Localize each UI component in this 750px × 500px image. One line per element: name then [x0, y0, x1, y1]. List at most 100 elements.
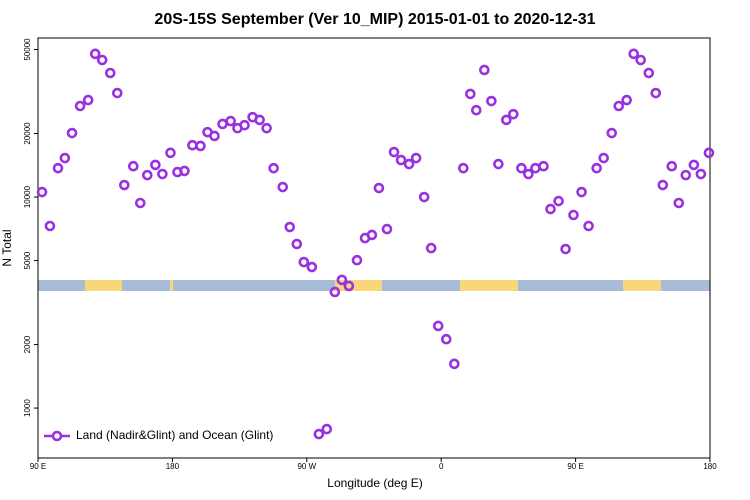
land-segment	[623, 280, 661, 291]
plot-frame	[37, 37, 711, 459]
y-tick-label: 5000	[23, 251, 32, 269]
data-point	[225, 115, 236, 127]
data-point	[553, 195, 564, 207]
x-tick-label: 90 W	[297, 462, 316, 471]
land-segment	[170, 280, 173, 291]
data-point	[508, 108, 519, 120]
y-axis-label: N Total	[0, 229, 14, 266]
data-point	[703, 147, 715, 159]
data-point	[254, 114, 265, 126]
data-point	[36, 186, 48, 198]
data-point	[465, 88, 476, 100]
land-segment	[460, 280, 518, 291]
data-point	[493, 158, 504, 170]
data-point	[268, 162, 279, 174]
y-tick-label: 10000	[23, 185, 32, 208]
data-point	[613, 100, 625, 112]
x-tick-label: 0	[439, 462, 444, 471]
data-point	[351, 254, 363, 266]
data-point	[44, 220, 56, 232]
data-point	[187, 139, 198, 151]
data-point	[425, 242, 437, 254]
data-point	[157, 168, 168, 180]
data-point	[89, 48, 101, 60]
data-point	[66, 127, 78, 139]
data-point	[388, 146, 400, 158]
data-point	[621, 94, 632, 106]
data-point	[329, 286, 341, 298]
legend-marker	[51, 430, 63, 442]
data-point	[104, 67, 116, 79]
data-point	[395, 154, 407, 166]
y-tick-label: 20000	[23, 122, 32, 145]
data-point	[343, 280, 355, 292]
data-point	[74, 100, 86, 112]
x-tick-label: 90 E	[30, 462, 46, 471]
data-point	[306, 261, 318, 273]
data-point	[239, 119, 250, 131]
data-point	[298, 256, 310, 268]
data-point	[418, 191, 430, 203]
data-point	[486, 95, 497, 107]
data-point	[666, 160, 678, 172]
data-point	[403, 158, 415, 170]
data-point	[538, 160, 549, 172]
data-point	[209, 130, 220, 142]
data-point	[470, 104, 482, 116]
y-tick-label: 50000	[23, 38, 32, 61]
data-point	[635, 54, 647, 66]
data-point	[650, 87, 662, 99]
data-point	[82, 94, 94, 106]
data-point	[440, 333, 452, 345]
data-point	[195, 140, 206, 152]
data-point	[284, 221, 296, 233]
data-point	[545, 203, 556, 215]
data-point	[366, 229, 378, 241]
data-point	[277, 181, 289, 193]
data-point	[52, 162, 64, 174]
data-point	[59, 152, 71, 164]
data-point	[598, 152, 609, 164]
data-point	[150, 159, 161, 171]
x-tick-label: 180	[166, 462, 180, 471]
data-point	[560, 243, 571, 255]
data-point	[134, 197, 146, 209]
data-point	[523, 168, 534, 180]
data-point	[530, 162, 541, 174]
y-tick-label: 2000	[23, 335, 32, 353]
data-point	[96, 54, 108, 66]
data-point	[321, 423, 333, 435]
y-tick-label: 1000	[23, 399, 32, 417]
data-point	[127, 160, 139, 172]
data-point	[381, 223, 393, 235]
legend-label: Land (Nadir&Glint) and Ocean (Glint)	[76, 428, 273, 442]
data-point	[680, 169, 692, 181]
land-segment	[85, 280, 122, 291]
data-point	[657, 179, 669, 191]
x-axis-label: Longitude (deg E)	[327, 476, 422, 490]
data-point	[119, 179, 130, 191]
data-point	[142, 169, 153, 181]
data-point	[165, 147, 176, 159]
data-point	[373, 182, 385, 194]
data-point	[568, 209, 579, 221]
x-tick-label: 180	[703, 462, 717, 471]
data-point	[695, 168, 707, 180]
data-point	[336, 274, 348, 286]
land-segment	[335, 280, 382, 291]
data-point	[432, 320, 444, 332]
data-point	[628, 48, 639, 60]
data-point	[458, 162, 469, 174]
data-point	[501, 114, 512, 126]
data-point	[479, 64, 490, 76]
data-point	[111, 87, 123, 99]
data-point	[291, 238, 303, 250]
data-point	[591, 162, 602, 174]
data-point	[576, 186, 587, 198]
data-point	[410, 152, 422, 164]
data-point	[261, 122, 272, 134]
data-point	[516, 162, 527, 174]
data-point	[688, 159, 700, 171]
data-point	[313, 428, 325, 440]
